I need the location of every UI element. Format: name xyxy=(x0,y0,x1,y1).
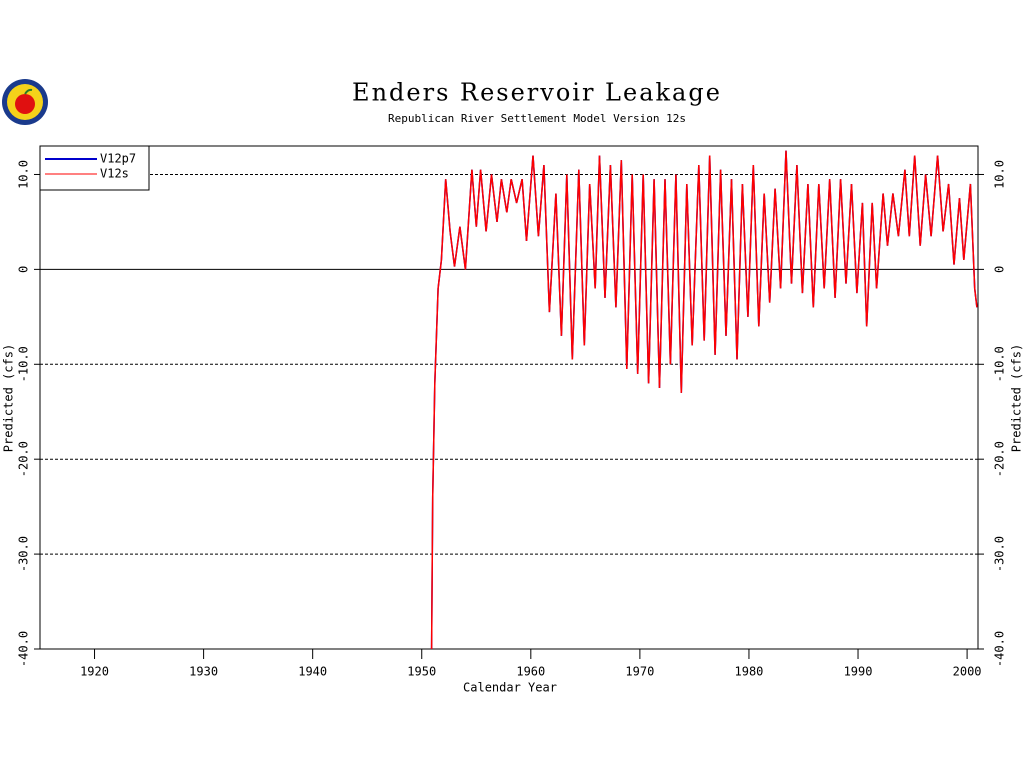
legend-box xyxy=(39,145,150,191)
data-line xyxy=(430,150,978,650)
y2-tick-label: -30.0 xyxy=(993,536,1007,572)
y-tick-label: 0 xyxy=(17,266,31,273)
x-tick-label: 1930 xyxy=(189,665,218,679)
y2-tick-label: -10.0 xyxy=(993,346,1007,382)
y-axis-label: Predicted (cfs) xyxy=(2,344,16,452)
y-tick-label: 10.0 xyxy=(17,160,31,189)
legend-label: V12p7 xyxy=(100,152,136,166)
x-tick-label: 1920 xyxy=(80,665,109,679)
logo xyxy=(2,79,48,125)
y-tick-label: -10.0 xyxy=(17,346,31,382)
plot-frame xyxy=(39,145,979,650)
chart-subtitle: Republican River Settlement Model Versio… xyxy=(388,112,686,125)
y2-tick-label: 10.0 xyxy=(993,160,1007,189)
x-tick-label: 1990 xyxy=(844,665,873,679)
y2-axis-label: Predicted (cfs) xyxy=(1010,344,1024,452)
data-line xyxy=(430,150,978,650)
x-tick-label: 2000 xyxy=(953,665,982,679)
y-tick-label: -40.0 xyxy=(17,631,31,667)
y-tick-label: -20.0 xyxy=(17,441,31,477)
y2-tick-label: -40.0 xyxy=(993,631,1007,667)
x-tick-label: 1980 xyxy=(735,665,764,679)
y-tick-label: -30.0 xyxy=(17,536,31,572)
legend-label: V12s xyxy=(100,167,129,181)
chart-title: Enders Reservoir Leakage xyxy=(352,79,722,107)
x-tick-label: 1970 xyxy=(625,665,654,679)
x-tick-label: 1940 xyxy=(298,665,327,679)
x-tick-label: 1950 xyxy=(407,665,436,679)
y2-tick-label: -20.0 xyxy=(993,441,1007,477)
y2-tick-label: 0 xyxy=(993,266,1007,273)
x-tick-label: 1960 xyxy=(516,665,545,679)
x-axis-label: Calendar Year xyxy=(463,681,557,695)
